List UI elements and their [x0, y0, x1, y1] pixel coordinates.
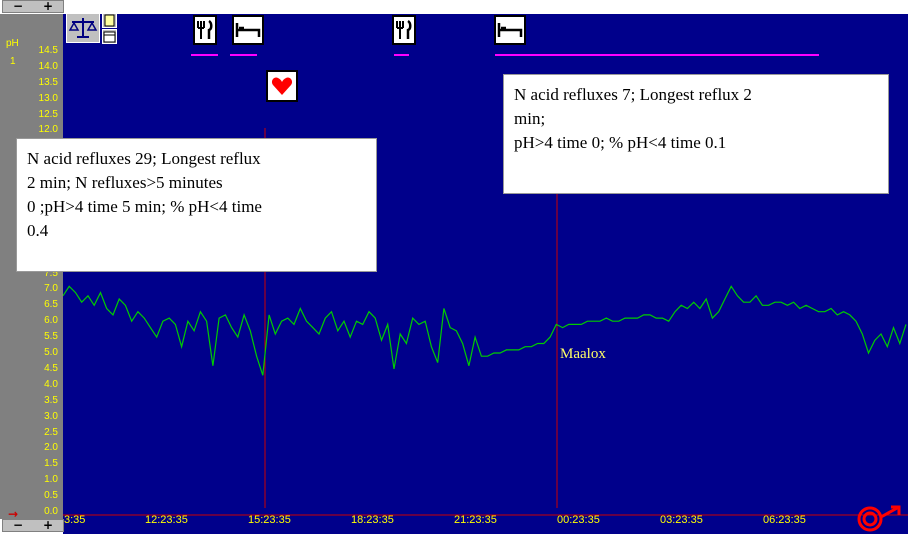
y-tick-label: 1.5: [44, 458, 58, 470]
right-stats-box: N acid refluxes 7; Longest reflux 2 min;…: [503, 74, 889, 194]
notes-button[interactable]: [102, 13, 117, 28]
right-stats-line-1: N acid refluxes 7; Longest reflux 2: [514, 85, 752, 104]
y-tick-label: 2.0: [44, 442, 58, 454]
app-logo: [855, 503, 905, 533]
calendar-button[interactable]: [102, 29, 117, 44]
scale-button[interactable]: [66, 13, 100, 43]
x-tick-label: 03:23:35: [660, 514, 703, 526]
swirl-logo-icon: [857, 505, 901, 532]
x-tick-label: 21:23:35: [454, 514, 497, 526]
meal-event-1[interactable]: [193, 15, 217, 45]
y-tick-label: 0.5: [44, 490, 58, 502]
sleep-event-2[interactable]: [494, 15, 526, 45]
y-tick-label: 4.5: [44, 362, 58, 374]
top-zoom-bar: − +: [2, 0, 64, 13]
y-unit-label: pH: [6, 38, 19, 49]
x-tick-label: 3:35: [64, 514, 86, 526]
right-stats-line-3: pH>4 time 0; % pH<4 time 0.1: [514, 133, 727, 152]
maalox-annotation: Maalox: [560, 346, 606, 362]
y-tick-label: 13.5: [38, 76, 58, 88]
y-tick-label: 12.0: [38, 124, 58, 136]
x-tick-label: 00:23:35: [557, 514, 600, 526]
y-tick-label: 7.0: [44, 283, 58, 295]
y-tick-label: 7.5: [44, 267, 58, 279]
y-tick-label: 2.5: [44, 426, 58, 438]
y-tick-label: 3.0: [44, 410, 58, 422]
ph-chart: [62, 0, 908, 516]
y-tick-label: 1.0: [44, 474, 58, 486]
fork-knife-icon: [396, 19, 412, 39]
top-strip: [63, 0, 908, 14]
y-tick-label: 4.0: [44, 378, 58, 390]
y-tick-label: 6.5: [44, 299, 58, 311]
fork-knife-icon: [197, 19, 213, 39]
ph-trace-series-0: [62, 285, 907, 376]
y-tick-label: 0.0: [44, 506, 58, 517]
y-axis-panel: pH 1 14.514.013.513.012.512.011.511.010.…: [0, 14, 63, 519]
series-layer: [62, 285, 907, 376]
x-tick-label: 06:23:35: [763, 514, 806, 526]
bottom-zoom-in-button[interactable]: +: [42, 518, 54, 532]
note-icon: [104, 14, 115, 27]
left-stats-line-2: 2 min; N refluxes>5 minutes: [27, 173, 223, 192]
left-stats-line-4: 0.4: [27, 221, 49, 240]
sleep-event-1[interactable]: [232, 15, 264, 45]
meal-event-2[interactable]: [392, 15, 416, 45]
x-tick-label: 12:23:35: [145, 514, 188, 526]
left-stats-line-3: 0 ;pH>4 time 5 min; % pH<4 time: [27, 197, 262, 216]
y-tick-label: 6.0: [44, 315, 58, 327]
y-tick-label: 12.5: [38, 108, 58, 120]
y-tick-label: 14.0: [38, 60, 58, 72]
y-tick-label: 5.0: [44, 347, 58, 359]
left-stats-line-1: N acid refluxes 29; Longest reflux: [27, 149, 261, 168]
left-stats-box: N acid refluxes 29; Longest reflux 2 min…: [16, 138, 377, 272]
x-tick-label: 18:23:35: [351, 514, 394, 526]
zoom-in-button[interactable]: +: [42, 0, 54, 13]
calendar-icon: [103, 31, 116, 43]
y-top-index: 1: [10, 56, 16, 67]
bed-icon: [497, 23, 523, 37]
bottom-zoom-bar: − +: [2, 519, 64, 532]
symptom-event[interactable]: [266, 70, 298, 102]
zoom-out-button[interactable]: −: [12, 0, 24, 13]
y-tick-label: 3.5: [44, 394, 58, 406]
y-tick-label: 13.0: [38, 92, 58, 104]
bed-icon: [235, 23, 261, 37]
arrow-icon: →: [8, 507, 19, 521]
scale-icon: [68, 18, 98, 38]
y-tick-label: 5.5: [44, 331, 58, 343]
heart-icon: [271, 77, 293, 95]
x-tick-label: 15:23:35: [248, 514, 291, 526]
right-stats-line-2: min;: [514, 109, 546, 128]
y-tick-label: 14.5: [38, 45, 58, 56]
bottom-zoom-out-button[interactable]: −: [12, 518, 24, 532]
